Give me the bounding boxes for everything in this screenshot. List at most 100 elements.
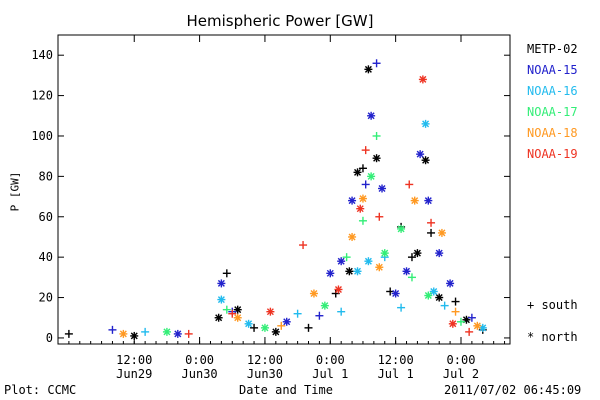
marker-stroke [321,302,329,310]
data-point-noaa-19 [427,218,436,227]
data-point-noaa-15 [217,279,226,288]
marker-stroke [479,324,487,332]
data-point-noaa-17 [222,305,231,314]
data-point-noaa-16 [397,303,406,312]
data-point-metp-02 [372,154,381,163]
data-point-noaa-18 [277,321,286,330]
marker-stroke [354,267,362,275]
data-point-noaa-15 [467,313,476,322]
x-tick-label-date: Jun30 [247,367,283,381]
data-point-noaa-15 [326,269,335,278]
marker-stroke [356,205,364,213]
data-point-metp-02 [462,315,471,324]
data-point-noaa-15 [424,196,433,205]
legend-item-noaa-17: NOAA-17 [527,105,578,119]
data-point-noaa-18 [119,329,128,338]
footer-plot-credit: Plot: CCMC [4,383,77,397]
data-point-noaa-15 [391,289,400,298]
marker-stroke [411,197,419,205]
x-tick-label-date: Jul 1 [312,367,348,381]
marker-stroke [334,285,342,293]
marker-stroke [375,263,383,271]
data-point-noaa-17 [372,131,381,140]
data-point-metp-02 [435,293,444,302]
marker-stroke [367,112,375,120]
data-point-noaa-15 [367,111,376,120]
marker-stroke [416,150,424,158]
marker-stroke [163,328,171,336]
data-point-noaa-15 [337,257,346,266]
legend-item-noaa-19: NOAA-19 [527,147,578,161]
data-point-noaa-19 [448,319,457,328]
y-tick-label: 120 [31,89,53,103]
marker-stroke [130,332,138,340]
data-point-metp-02 [358,164,367,173]
legend-item-noaa-18: NOAA-18 [527,126,578,140]
data-point-metp-02 [130,331,139,340]
marker-stroke [348,233,356,241]
data-point-noaa-15 [372,59,381,68]
y-tick-label: 60 [39,210,53,224]
marker-stroke [367,172,375,180]
marker-stroke [364,65,372,73]
data-point-noaa-16 [440,301,449,310]
data-point-metp-02 [345,267,354,276]
marker-stroke [449,320,457,328]
marker-stroke [446,279,454,287]
x-tick-label-date: Jul 1 [378,367,414,381]
data-point-noaa-15 [315,311,324,320]
data-point-noaa-17 [342,253,351,262]
legend-item-noaa-16: NOAA-16 [527,84,578,98]
x-tick-label-time: 12:00 [116,353,152,367]
data-point-noaa-18 [410,196,419,205]
y-tick-label: 100 [31,129,53,143]
data-point-noaa-15 [435,249,444,258]
data-point-metp-02 [214,313,223,322]
data-point-noaa-18 [473,321,482,330]
data-point-noaa-19 [418,75,427,84]
marker-stroke [272,328,280,336]
data-point-metp-02 [233,305,242,314]
marker-stroke [310,290,318,298]
marker-stroke [403,267,411,275]
marker-stroke [245,320,253,328]
marker-stroke [378,184,386,192]
data-point-noaa-18 [451,307,460,316]
data-point-noaa-19 [356,204,365,213]
marker-stroke [174,330,182,338]
data-point-metp-02 [331,289,340,298]
data-point-noaa-19 [465,327,474,336]
marker-stroke [217,296,225,304]
data-point-metp-02 [304,323,313,332]
y-tick-label: 140 [31,48,53,62]
symbol-legend-north: * north [527,330,578,344]
data-point-metp-02 [250,323,259,332]
marker-stroke [392,290,400,298]
marker-stroke [373,154,381,162]
marker-stroke [283,318,291,326]
data-point-noaa-18 [437,228,446,237]
marker-stroke [348,197,356,205]
marker-stroke [435,249,443,257]
x-tick-label-date: Jul 2 [443,367,479,381]
data-point-noaa-16 [337,307,346,316]
data-point-metp-02 [407,253,416,262]
data-point-noaa-15 [173,329,182,338]
data-point-noaa-19 [184,329,193,338]
data-point-noaa-17 [162,327,171,336]
chart-title: Hemispheric Power [GW] [186,12,374,30]
data-point-noaa-15 [348,196,357,205]
data-point-noaa-16 [217,295,226,304]
data-point-noaa-15 [446,279,455,288]
data-marks-layer [64,59,487,340]
x-tick-label-time: 12:00 [378,353,414,367]
data-point-noaa-19 [361,146,370,155]
plot-frame [57,34,511,345]
legend-item-metp-02: METP-02 [527,42,578,56]
legend-item-noaa-15: NOAA-15 [527,63,578,77]
data-point-noaa-17 [358,216,367,225]
data-point-metp-02 [413,249,422,258]
data-point-metp-02 [271,327,280,336]
marker-stroke [217,279,225,287]
